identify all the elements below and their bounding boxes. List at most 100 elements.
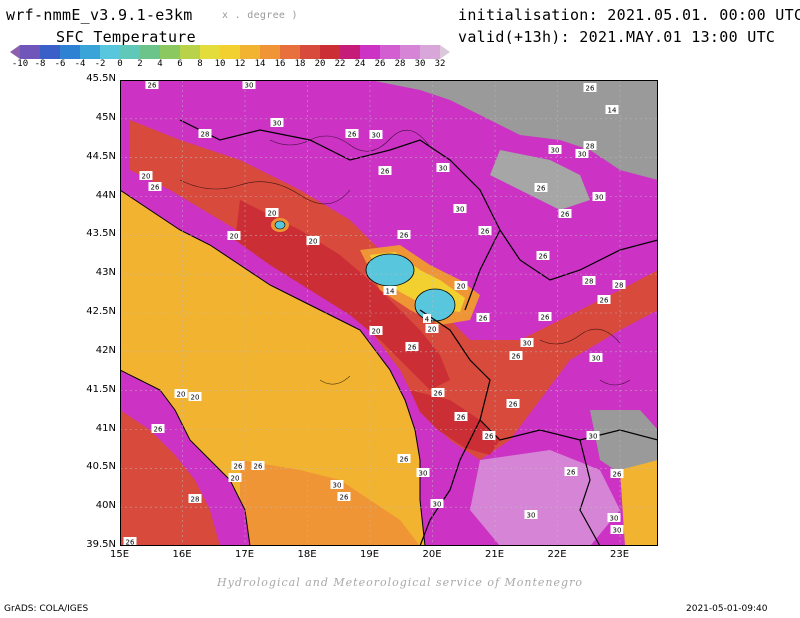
- contour-value-label: 14: [383, 286, 397, 296]
- color-scale-bar: [10, 45, 450, 59]
- color-scale-swatch: [180, 45, 201, 59]
- svg-text:30: 30: [433, 501, 442, 509]
- contour-value-label: 26: [476, 313, 490, 323]
- longitude-tick-label: 20E: [422, 549, 442, 560]
- color-scale-swatch: [440, 45, 450, 59]
- contour-value-label: 30: [524, 510, 538, 520]
- latitude-tick-label: 43.5N: [86, 228, 116, 240]
- color-scale-swatch: [260, 45, 281, 59]
- svg-text:30: 30: [273, 120, 282, 128]
- color-scale-swatch: [60, 45, 81, 59]
- contour-value-label: 30: [586, 431, 600, 441]
- color-scale-label: 12: [234, 59, 246, 69]
- contour-value-label: 28: [612, 280, 626, 290]
- coastline-italy: [120, 369, 251, 546]
- cold-spot-north: [365, 253, 415, 287]
- svg-text:20: 20: [309, 238, 318, 246]
- cold-spot-central: [414, 288, 456, 322]
- contour-value-label: 26: [564, 467, 578, 477]
- contour-value-label: 30: [270, 118, 284, 128]
- contour-value-label: 30: [416, 468, 430, 478]
- svg-text:20: 20: [372, 328, 381, 336]
- contour-value-label: 30: [589, 353, 603, 363]
- latitude-tick-label: 45N: [95, 111, 116, 123]
- svg-text:26: 26: [509, 401, 518, 409]
- color-scale-swatch: [160, 45, 181, 59]
- contour-value-label: 26: [536, 251, 550, 261]
- svg-text:26: 26: [254, 463, 263, 471]
- svg-text:26: 26: [561, 211, 570, 219]
- init-time: initialisation: 2021.05.01. 00:00 UTC: [458, 6, 800, 24]
- color-scale-swatch: [300, 45, 321, 59]
- svg-text:26: 26: [340, 494, 349, 502]
- contour-value-label: 20: [369, 326, 383, 336]
- latitude-tick-label: 42.5N: [86, 306, 116, 317]
- svg-text:30: 30: [578, 151, 587, 159]
- warm-zone-inner: [235, 200, 450, 390]
- svg-text:30: 30: [333, 482, 342, 490]
- svg-text:20: 20: [230, 233, 239, 241]
- latitude-tick-label: 40.5N: [86, 461, 116, 473]
- svg-text:30: 30: [523, 340, 532, 348]
- units-label: x . degree ): [222, 10, 298, 21]
- svg-text:30: 30: [419, 470, 428, 478]
- svg-text:28: 28: [201, 131, 210, 139]
- svg-text:28: 28: [615, 282, 624, 290]
- contour-value-label: 26: [148, 182, 162, 192]
- contour-value-label: 30: [453, 204, 467, 214]
- contour-value-label: 26: [231, 461, 245, 471]
- svg-text:30: 30: [551, 147, 560, 155]
- color-scale-swatch: [280, 45, 301, 59]
- contour-value-label: 26: [397, 454, 411, 464]
- svg-text:26: 26: [539, 253, 548, 261]
- color-scale-swatch: [420, 45, 441, 59]
- render-timestamp: 2021-05-01-09:40: [686, 604, 768, 614]
- svg-text:20: 20: [457, 283, 466, 291]
- color-scale-label: 14: [254, 59, 266, 69]
- color-scale-label: -10: [11, 59, 29, 69]
- svg-text:26: 26: [481, 228, 490, 236]
- color-scale-swatch: [240, 45, 261, 59]
- coastline-east: [120, 189, 426, 546]
- contour-value-label: 26: [558, 209, 572, 219]
- svg-text:14: 14: [386, 288, 395, 296]
- svg-text:26: 26: [154, 426, 163, 434]
- contour-value-label: 26: [538, 312, 552, 322]
- svg-text:26: 26: [600, 297, 609, 305]
- svg-text:20: 20: [191, 394, 200, 402]
- color-scale-swatch: [400, 45, 421, 59]
- color-scale-label: 6: [177, 59, 183, 69]
- contour-value-label: 26: [610, 469, 624, 479]
- longitude-tick-label: 21E: [485, 549, 505, 560]
- svg-text:26: 26: [148, 82, 157, 90]
- svg-text:28: 28: [585, 278, 594, 286]
- grey-zone-east: [590, 410, 658, 480]
- contour-value-label: 14: [605, 105, 619, 115]
- contour-value-label: 20: [228, 473, 242, 483]
- color-scale-swatch: [100, 45, 121, 59]
- color-scale-label: 24: [354, 59, 366, 69]
- svg-text:26: 26: [400, 456, 409, 464]
- contour-value-label: 20: [174, 389, 188, 399]
- latitude-tick-label: 44N: [95, 189, 116, 201]
- contour-value-label: 20: [188, 392, 202, 402]
- grads-credit: GrADS: COLA/IGES: [4, 604, 89, 614]
- contour-value-label: 26: [454, 412, 468, 422]
- longitude-tick-label: 17E: [235, 549, 255, 560]
- contour-value-label: 28: [583, 141, 597, 151]
- color-scale-label: -4: [74, 59, 86, 69]
- contour-value-label: 26: [534, 183, 548, 193]
- color-scale-label: 10: [214, 59, 226, 69]
- contour-value-label: 28: [188, 494, 202, 504]
- color-scale-swatch: [140, 45, 161, 59]
- longitude-tick-label: 16E: [172, 549, 192, 560]
- svg-text:26: 26: [126, 539, 135, 547]
- svg-text:30: 30: [245, 82, 254, 90]
- svg-text:26: 26: [151, 184, 160, 192]
- svg-text:26: 26: [586, 85, 595, 93]
- latitude-tick-label: 44.5N: [86, 150, 116, 162]
- contour-value-label: 30: [607, 513, 621, 523]
- color-scale-label: -2: [94, 59, 106, 69]
- color-scale-label: 32: [434, 59, 446, 69]
- svg-text:4: 4: [425, 316, 430, 324]
